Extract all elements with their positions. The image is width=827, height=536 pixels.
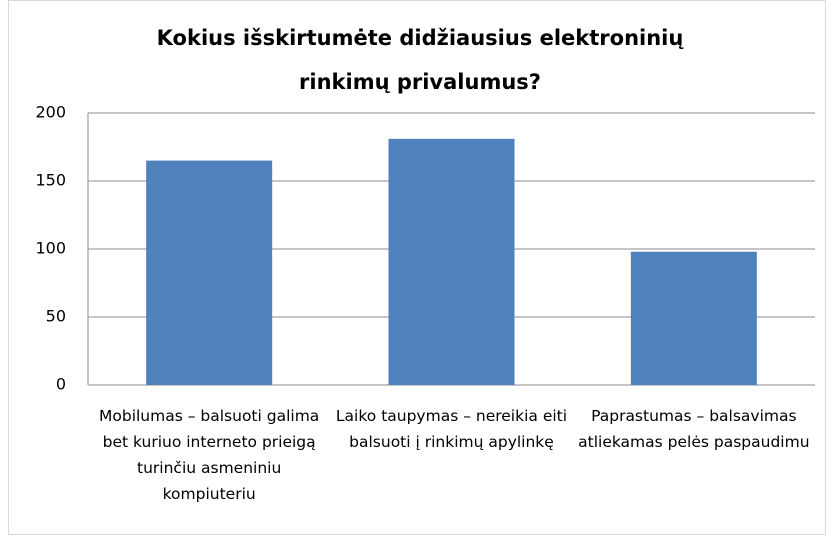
y-tick-label: 200 — [35, 103, 66, 122]
bar — [146, 160, 273, 385]
chart-border — [8, 0, 826, 535]
x-tick-label: Paprastumas – balsavimas atliekamas pelė… — [578, 407, 810, 451]
bar — [630, 251, 757, 385]
x-tick-label: Laiko taupymas – nereikia eiti balsuoti … — [335, 407, 568, 451]
y-tick-label: 0 — [56, 375, 66, 394]
y-tick-label: 50 — [46, 307, 66, 326]
chart-title: Kokius išskirtumėte didžiausius elektron… — [156, 26, 684, 94]
y-tick-label: 100 — [35, 239, 66, 258]
bar — [388, 138, 515, 385]
x-tick-label: Mobilumas – balsuoti galima bet kuriuo i… — [99, 407, 320, 503]
y-tick-label: 150 — [35, 171, 66, 190]
